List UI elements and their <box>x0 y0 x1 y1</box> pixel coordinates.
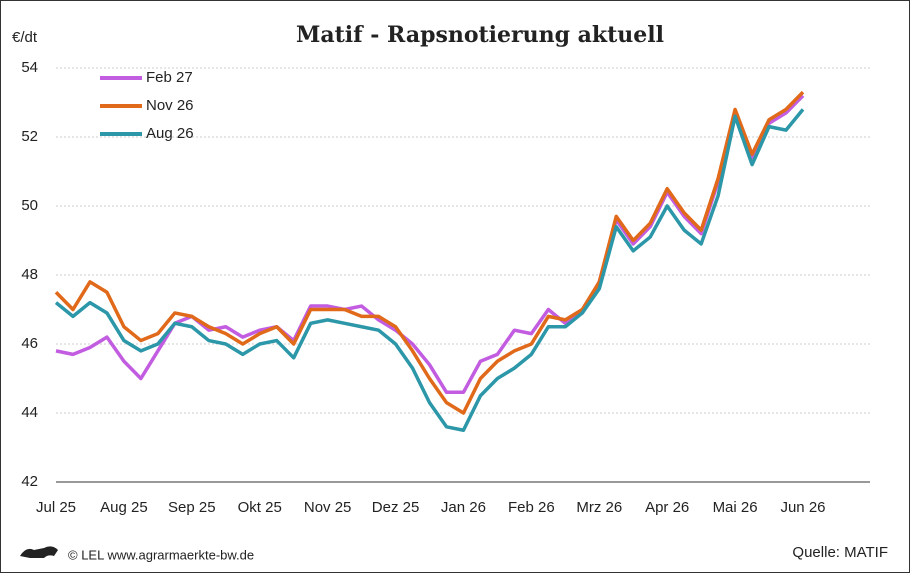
x-tick-label: Jan 26 <box>441 499 486 516</box>
x-tick-label: Mai 26 <box>713 499 758 516</box>
y-tick-label: 42 <box>21 473 38 490</box>
source: Quelle: MATIF <box>792 544 888 561</box>
x-tick-label: Okt 25 <box>238 499 282 516</box>
y-unit: €/dt <box>12 29 38 46</box>
y-tick-label: 52 <box>21 128 38 145</box>
y-tick-label: 46 <box>21 335 38 352</box>
credit: © LEL www.agrarmaerkte-bw.de <box>68 547 254 562</box>
logo <box>20 546 58 558</box>
x-tick-label: Jun 26 <box>780 499 825 516</box>
y-tick-label: 48 <box>21 266 38 283</box>
x-tick-label: Aug 25 <box>100 499 148 516</box>
x-tick-label: Apr 26 <box>645 499 689 516</box>
legend-label: Feb 27 <box>146 69 193 86</box>
legend-label: Nov 26 <box>146 97 194 114</box>
series-line <box>54 90 805 415</box>
x-tick-label: Dez 25 <box>372 499 420 516</box>
x-tick-label: Sep 25 <box>168 499 216 516</box>
x-tick-label: Feb 26 <box>508 499 555 516</box>
y-tick-label: 44 <box>21 404 38 421</box>
y-tick-label: 50 <box>21 197 38 214</box>
y-tick-label: 54 <box>21 59 38 76</box>
series-line <box>54 108 805 432</box>
x-tick-label: Nov 25 <box>304 499 352 516</box>
chart-title: Matif - Rapsnotierung aktuell <box>296 22 664 48</box>
x-tick-label: Mrz 26 <box>576 499 622 516</box>
series-line <box>55 94 805 395</box>
x-tick-label: Jul 25 <box>36 499 76 516</box>
legend-label: Aug 26 <box>146 125 194 142</box>
